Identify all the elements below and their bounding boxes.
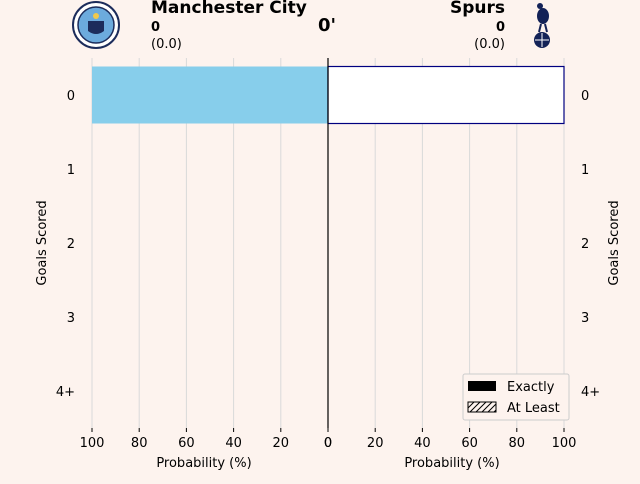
away-score: 0 bbox=[495, 20, 505, 35]
away-xtick-label: 20 bbox=[367, 436, 384, 451]
home-ytick-label: 1 bbox=[67, 163, 75, 178]
away-xtick-label: 40 bbox=[414, 436, 431, 451]
away-ytick-label: 4+ bbox=[581, 385, 600, 400]
away-xtick-label: 80 bbox=[509, 436, 526, 451]
away-xtick-label: 60 bbox=[461, 436, 478, 451]
match-minute: 0' bbox=[318, 15, 337, 36]
away-xtick-label: 100 bbox=[552, 436, 577, 451]
home-team-name: Manchester City bbox=[151, 0, 307, 18]
away-ylabel: Goals Scored bbox=[607, 200, 622, 285]
home-xtick-label: 0 bbox=[324, 436, 332, 451]
legend-swatch-solid bbox=[468, 381, 496, 391]
away-ytick-label: 3 bbox=[581, 311, 589, 326]
away-crest-icon bbox=[534, 3, 550, 48]
away-ytick-label: 0 bbox=[581, 89, 589, 104]
legend-label: At Least bbox=[507, 401, 560, 416]
home-xtick-label: 20 bbox=[273, 436, 290, 451]
home-ylabel: Goals Scored bbox=[35, 200, 50, 285]
away-xlabel: Probability (%) bbox=[404, 456, 499, 471]
home-ytick-label: 0 bbox=[67, 89, 75, 104]
home-ytick-label: 4+ bbox=[56, 385, 75, 400]
home-crest-icon bbox=[72, 1, 120, 49]
home-score: 0 bbox=[151, 20, 161, 35]
home-xtick-label: 100 bbox=[80, 436, 105, 451]
home-xlabel: Probability (%) bbox=[156, 456, 251, 471]
home-xtick-label: 80 bbox=[131, 436, 148, 451]
away-ytick-label: 2 bbox=[581, 237, 589, 252]
away-xtick-label: 0 bbox=[324, 436, 332, 451]
home-ytick-label: 3 bbox=[67, 311, 75, 326]
away-bar bbox=[327, 65, 565, 125]
home-ytick-label: 2 bbox=[67, 237, 75, 252]
away-team-name: Spurs bbox=[449, 0, 505, 18]
home-xtick-label: 60 bbox=[178, 436, 195, 451]
home-xg: (0.0) bbox=[151, 37, 182, 52]
away-ytick-label: 1 bbox=[581, 163, 589, 178]
legend-label: Exactly bbox=[507, 380, 555, 395]
legend-swatch-hatched bbox=[467, 401, 497, 413]
home-xtick-label: 40 bbox=[225, 436, 242, 451]
away-xg: (0.0) bbox=[474, 37, 505, 52]
home-bar bbox=[92, 66, 328, 124]
